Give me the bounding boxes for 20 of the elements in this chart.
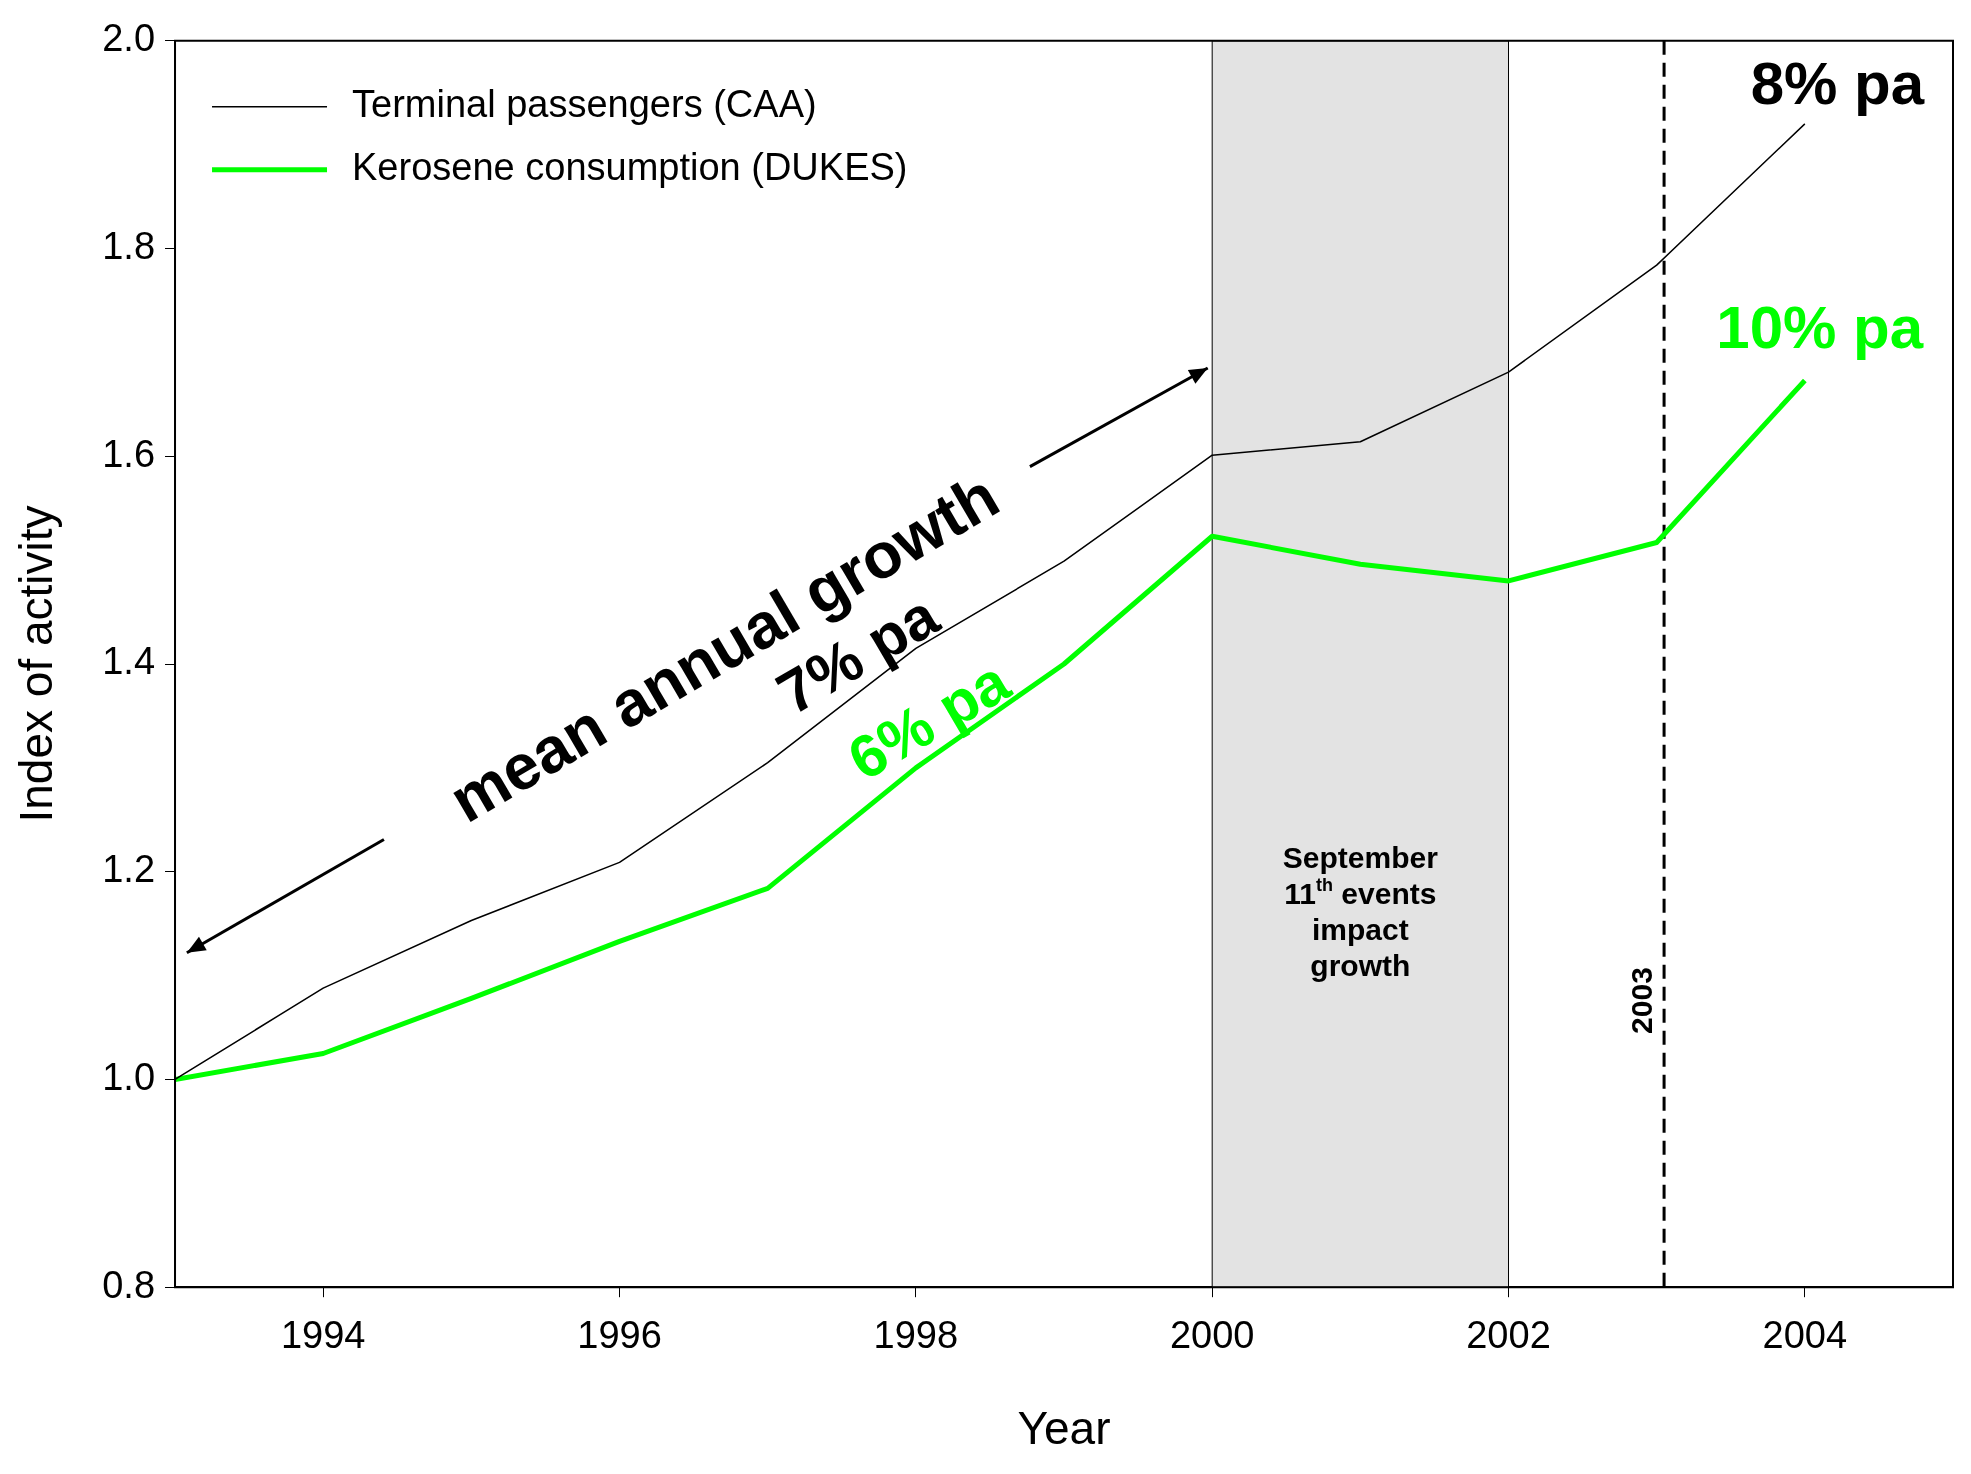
x-tick-label: 2004 xyxy=(1762,1314,1848,1357)
ref-line-label: 2003 xyxy=(1625,967,1659,1034)
y-tick-label: 0.8 xyxy=(102,1263,156,1306)
y-tick-label: 1.2 xyxy=(102,848,156,891)
x-tick-label: 2002 xyxy=(1466,1314,1551,1357)
x-tick-label: 2000 xyxy=(1169,1314,1255,1357)
legend-label: Kerosene consumption (DUKES) xyxy=(352,146,908,189)
y-tick-label: 1.4 xyxy=(102,640,156,683)
legend-label: Terminal passengers (CAA) xyxy=(352,83,817,126)
y-tick-label: 1.6 xyxy=(102,432,156,475)
x-tick-label: 1998 xyxy=(873,1314,959,1357)
y-tick-label: 2.0 xyxy=(102,17,156,60)
annotation: 8% pa xyxy=(1750,50,1925,118)
annotation: 10% pa xyxy=(1716,293,1924,361)
x-tick-label: 1994 xyxy=(280,1314,366,1357)
y-tick-label: 1.0 xyxy=(102,1055,156,1098)
x-axis-title: Year xyxy=(1017,1402,1111,1455)
y-tick-label: 1.8 xyxy=(102,225,156,268)
x-tick-label: 1996 xyxy=(577,1314,662,1357)
y-axis-title: Index of activity xyxy=(10,505,63,823)
